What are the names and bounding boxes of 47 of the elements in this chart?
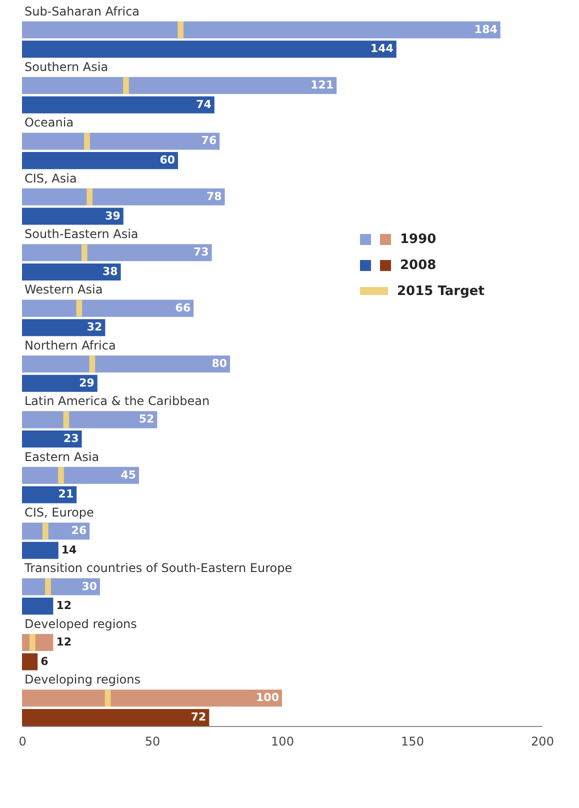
data-label: 78 [206,190,222,203]
data-label: 76 [201,134,217,148]
data-label: 21 [58,488,74,501]
data-label: 100 [256,691,280,704]
y-tick-label: Eastern Asia [24,450,100,464]
data-label: 45 [120,468,136,482]
data-label: 26 [71,524,87,538]
data-label: 73 [193,246,209,259]
y-tick-label: Oceania [24,116,74,130]
data-label: 23 [63,432,79,446]
legend-label: 2008 [400,258,436,272]
x-tick-label: 50 [144,734,160,748]
y-tick-label: CIS, Asia [24,171,77,186]
y-tick-label: South-Eastern Asia [24,227,138,242]
data-label: 39 [105,209,120,222]
data-label: 12 [56,635,72,648]
data-label: 6 [40,654,49,668]
data-label: 80 [212,357,228,370]
data-label: 66 [175,301,191,314]
y-tick-label: Latin America & the Caribbean [24,394,210,408]
y-tick-label: Northern Africa [24,338,116,352]
y-tick-label: Sub-Saharan Africa [24,4,140,18]
data-label: 14 [61,543,78,556]
x-tick-label: 100 [271,734,294,748]
data-label: 29 [79,376,94,390]
data-label: 12 [56,599,72,612]
data-label: 52 [138,412,154,426]
data-label: 60 [160,154,176,167]
x-tick-label: 200 [531,734,554,748]
data-label: 121 [310,78,334,92]
data-label: 32 [86,320,102,334]
y-tick-label: Southern Asia [24,60,108,74]
legend-label: 1990 [400,232,436,246]
x-tick-label: 150 [401,734,424,748]
data-label: 74 [196,98,212,111]
x-tick-label: 0 [18,734,26,748]
legend-label: 2015 Target [397,284,484,298]
y-tick-label: Western Asia [24,282,103,297]
y-tick-label: Transition countries of South-Eastern Europe [24,561,292,576]
data-label: 38 [102,264,118,278]
data-label: 184 [474,22,498,36]
y-tick-label: Developed regions [24,616,137,631]
y-tick-label: CIS, Europe [24,506,94,520]
y-tick-label: Developing regions [24,672,140,687]
data-label: 144 [370,42,394,56]
data-label: 72 [190,710,206,724]
data-label: 30 [82,580,98,593]
